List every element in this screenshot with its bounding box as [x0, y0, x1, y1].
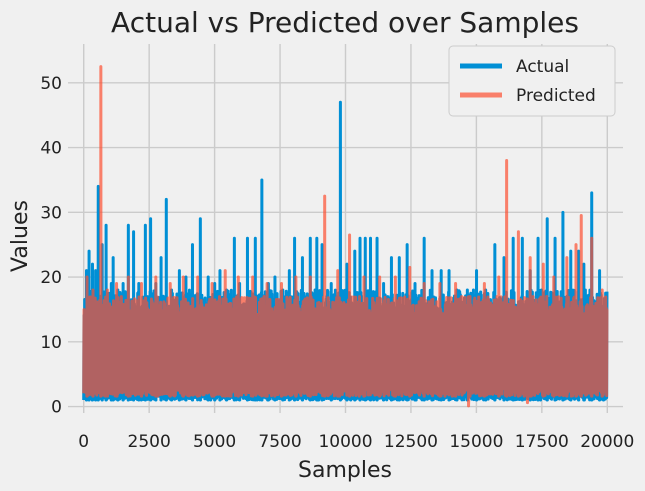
y-tick-label: 30 — [40, 203, 62, 223]
x-tick-label: 17500 — [515, 432, 569, 452]
y-tick-label: 20 — [40, 268, 62, 288]
y-tick-label: 40 — [40, 139, 62, 159]
y-axis-label: Values — [8, 200, 33, 272]
x-tick-label: 5000 — [193, 432, 236, 452]
x-tick-label: 0 — [78, 432, 89, 452]
series-line-predicted — [82, 65, 609, 408]
y-tick-label: 50 — [40, 74, 62, 94]
series-layer — [82, 65, 609, 408]
x-tick-label: 10000 — [318, 432, 372, 452]
legend: Actual Predicted — [448, 45, 616, 117]
ticks: 0 2500 5000 7500 10000 12500 15000 17500 20000 0 1… — [40, 74, 634, 452]
x-tick-label: 12500 — [384, 432, 438, 452]
x-tick-label: 15000 — [449, 432, 503, 452]
legend-label-predicted: Predicted — [516, 86, 596, 106]
x-tick-label: 2500 — [128, 432, 171, 452]
chart-title: Actual vs Predicted over Samples — [111, 6, 579, 39]
legend-label-actual: Actual — [516, 57, 569, 77]
y-tick-label: 10 — [40, 333, 62, 353]
x-tick-label: 20000 — [580, 432, 634, 452]
x-axis-label: Samples — [298, 458, 392, 483]
x-tick-label: 7500 — [258, 432, 301, 452]
y-tick-label: 0 — [51, 398, 62, 418]
